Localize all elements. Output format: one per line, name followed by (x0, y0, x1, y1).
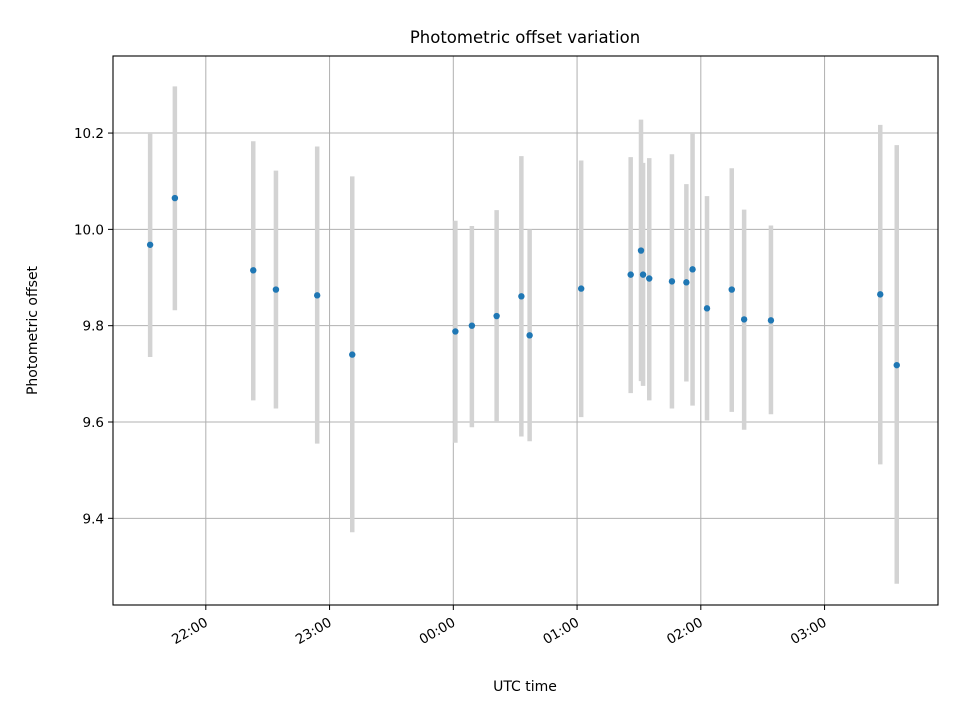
data-point (250, 267, 257, 274)
data-point (637, 247, 645, 254)
data-point (526, 332, 533, 339)
grid-lines (113, 56, 938, 605)
plot-area-frame (112, 55, 939, 606)
data-point (518, 293, 525, 300)
data-point (683, 279, 690, 286)
data-point (893, 361, 900, 369)
data-point (877, 291, 884, 298)
data-point (767, 317, 775, 324)
y-tick-label: 10.0 (74, 222, 104, 238)
data-point (171, 194, 179, 202)
data-point (313, 292, 321, 299)
data-point (668, 278, 676, 285)
y-axis-title: Photometric offset (25, 265, 41, 395)
x-axis-title: UTC time (493, 679, 557, 695)
data-point (452, 328, 459, 335)
data-point (646, 275, 653, 282)
data-point (689, 266, 696, 273)
data-point (146, 241, 154, 248)
chart-title: Photometric offset variation (410, 28, 640, 47)
data-point (740, 316, 748, 323)
data-point (639, 271, 647, 278)
data-point (493, 312, 500, 320)
y-axis-ticks: 9.4 9.6 9.8 10.0 10.2 (74, 126, 113, 527)
data-points (146, 194, 900, 369)
y-tick-label: 10.2 (74, 126, 104, 142)
y-tick-label: 9.8 (83, 319, 104, 335)
y-tick-label: 9.4 (83, 511, 104, 527)
data-point (627, 271, 634, 278)
data-point (468, 322, 476, 329)
data-point (349, 351, 356, 358)
y-tick-label: 9.6 (83, 415, 104, 431)
data-point (577, 285, 585, 292)
data-point (703, 305, 711, 312)
data-point (728, 286, 735, 293)
data-point (272, 286, 280, 293)
